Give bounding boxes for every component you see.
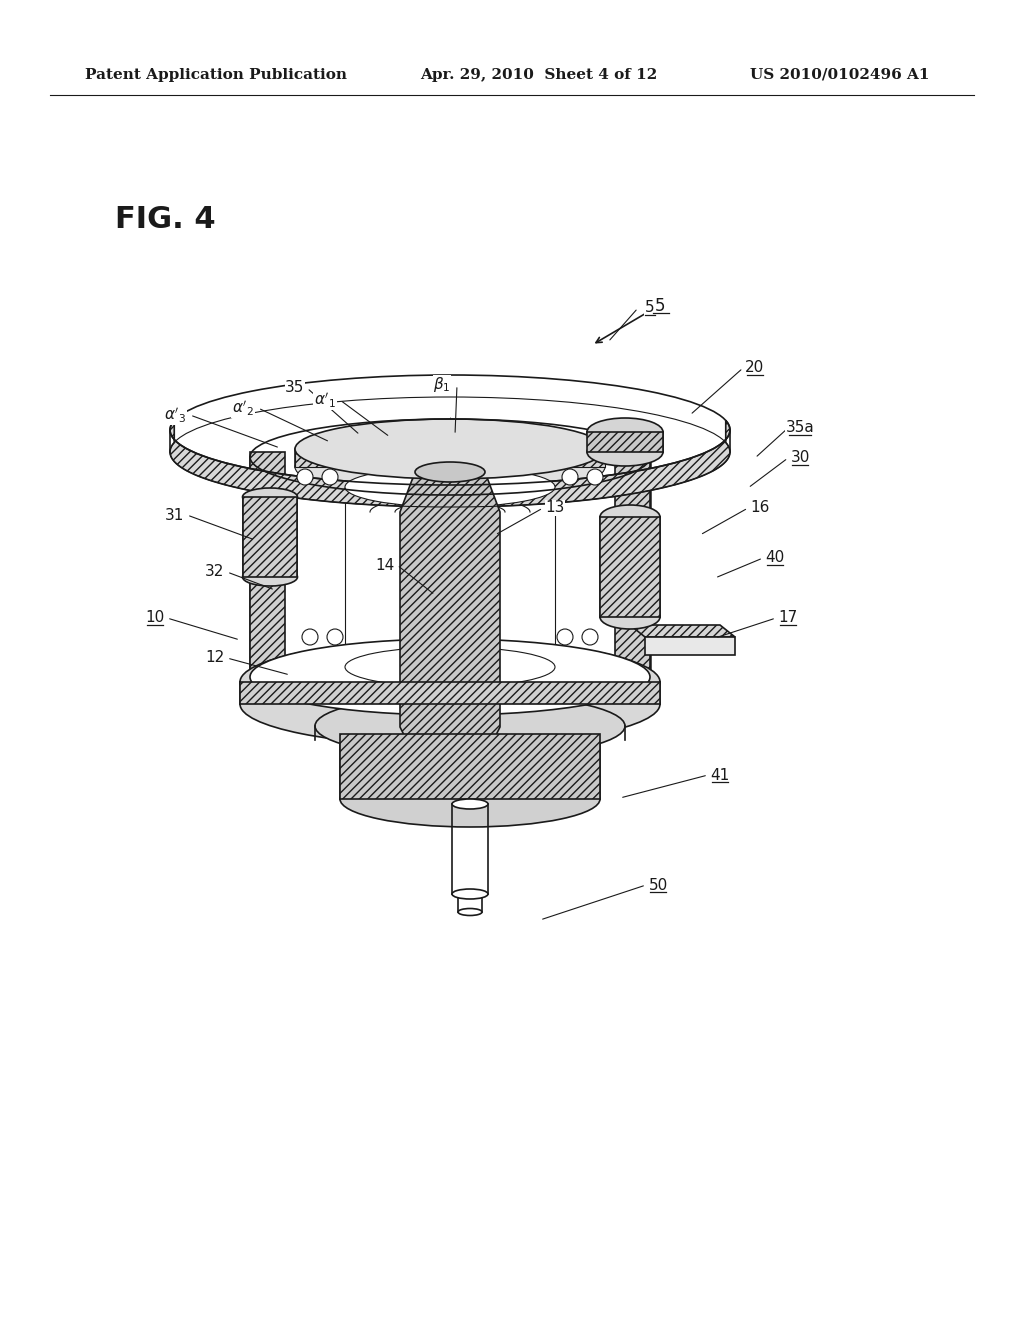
Text: $\beta_1$: $\beta_1$ xyxy=(433,375,451,395)
Text: 20: 20 xyxy=(745,360,765,375)
Ellipse shape xyxy=(243,568,298,586)
Text: 50: 50 xyxy=(648,878,668,892)
Polygon shape xyxy=(340,734,600,799)
Text: 12: 12 xyxy=(206,651,224,665)
Ellipse shape xyxy=(345,647,555,686)
Text: US 2010/0102496 A1: US 2010/0102496 A1 xyxy=(750,69,930,82)
Polygon shape xyxy=(587,432,663,451)
Circle shape xyxy=(582,630,598,645)
Polygon shape xyxy=(400,473,500,756)
Ellipse shape xyxy=(340,771,600,828)
Ellipse shape xyxy=(600,506,660,529)
Text: $\alpha'_3$: $\alpha'_3$ xyxy=(164,405,186,425)
Text: Apr. 29, 2010  Sheet 4 of 12: Apr. 29, 2010 Sheet 4 of 12 xyxy=(420,69,657,82)
Ellipse shape xyxy=(240,663,660,746)
Text: 40: 40 xyxy=(765,550,784,565)
Text: 5: 5 xyxy=(645,301,654,315)
Text: 31: 31 xyxy=(165,507,184,523)
Text: 17: 17 xyxy=(778,610,798,626)
Text: 35: 35 xyxy=(286,380,305,396)
Circle shape xyxy=(297,469,313,484)
Ellipse shape xyxy=(452,888,488,899)
Circle shape xyxy=(562,469,578,484)
Ellipse shape xyxy=(600,605,660,630)
Ellipse shape xyxy=(587,438,663,466)
Circle shape xyxy=(302,630,318,645)
Text: 32: 32 xyxy=(206,565,224,579)
Ellipse shape xyxy=(587,418,663,446)
Ellipse shape xyxy=(452,799,488,809)
Circle shape xyxy=(322,469,338,484)
Polygon shape xyxy=(240,682,660,704)
Polygon shape xyxy=(243,498,297,577)
Polygon shape xyxy=(615,451,650,682)
Text: 14: 14 xyxy=(376,557,394,573)
Text: 5: 5 xyxy=(654,297,666,315)
Ellipse shape xyxy=(243,488,298,506)
Ellipse shape xyxy=(240,640,660,723)
Text: FIG. 4: FIG. 4 xyxy=(115,206,216,235)
Ellipse shape xyxy=(345,467,555,507)
Polygon shape xyxy=(630,624,735,638)
Circle shape xyxy=(587,469,603,484)
Text: 30: 30 xyxy=(791,450,810,466)
Polygon shape xyxy=(250,451,285,682)
Ellipse shape xyxy=(295,437,605,498)
Circle shape xyxy=(557,630,573,645)
Text: 13: 13 xyxy=(546,500,564,516)
Text: 10: 10 xyxy=(145,610,165,626)
Ellipse shape xyxy=(250,639,650,715)
Polygon shape xyxy=(170,421,730,507)
Text: Patent Application Publication: Patent Application Publication xyxy=(85,69,347,82)
Ellipse shape xyxy=(295,418,605,479)
Polygon shape xyxy=(600,517,660,616)
Text: 41: 41 xyxy=(711,767,730,783)
Circle shape xyxy=(327,630,343,645)
Text: 16: 16 xyxy=(751,500,770,516)
Text: 35a: 35a xyxy=(785,421,814,436)
Ellipse shape xyxy=(415,462,485,482)
Text: $\alpha'_1$: $\alpha'_1$ xyxy=(314,391,336,409)
Text: $\alpha'_2$: $\alpha'_2$ xyxy=(232,399,254,417)
Ellipse shape xyxy=(458,908,482,916)
Ellipse shape xyxy=(315,694,625,758)
Ellipse shape xyxy=(340,706,600,762)
Polygon shape xyxy=(645,638,735,655)
Polygon shape xyxy=(295,449,605,467)
